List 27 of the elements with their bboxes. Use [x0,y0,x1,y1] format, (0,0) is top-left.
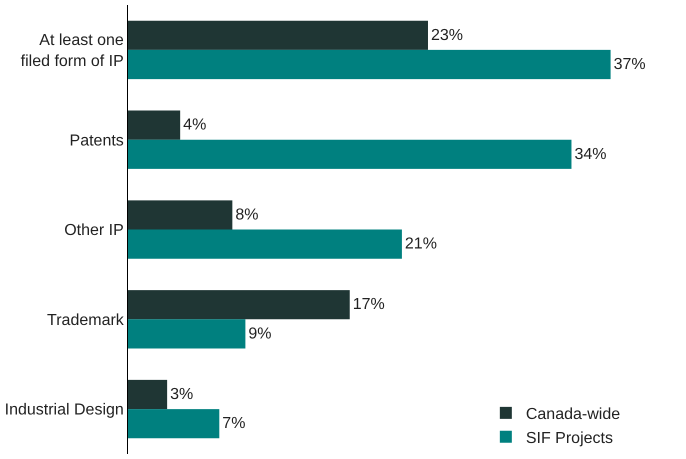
y-tick-label: Patents [70,132,124,150]
data-label: 4% [183,116,206,134]
bar [128,290,350,320]
bar [128,110,180,140]
legend-label: SIF Projects [526,430,613,447]
y-tick-label: At least one filed form of IP [20,32,124,70]
y-tick-label: Other IP [64,222,124,240]
bar [128,409,220,438]
bar [128,20,428,50]
legend-label: Canada-wide [526,406,620,424]
bar [128,319,246,348]
data-label: 21% [404,236,437,253]
data-label: 37% [614,56,646,73]
data-label: 7% [222,415,246,432]
data-label: 34% [574,146,606,163]
bar [128,380,168,410]
y-tick-label: Trademark [47,312,125,329]
bar [128,140,572,169]
bar [128,50,611,80]
data-label: 23% [430,26,464,44]
data-label: 3% [170,386,194,404]
data-label: 8% [235,206,258,224]
bar [128,200,232,230]
y-tick-label: Industrial Design [4,402,124,419]
data-label: 17% [352,296,385,314]
data-label: 9% [248,325,272,342]
bar [128,230,402,259]
